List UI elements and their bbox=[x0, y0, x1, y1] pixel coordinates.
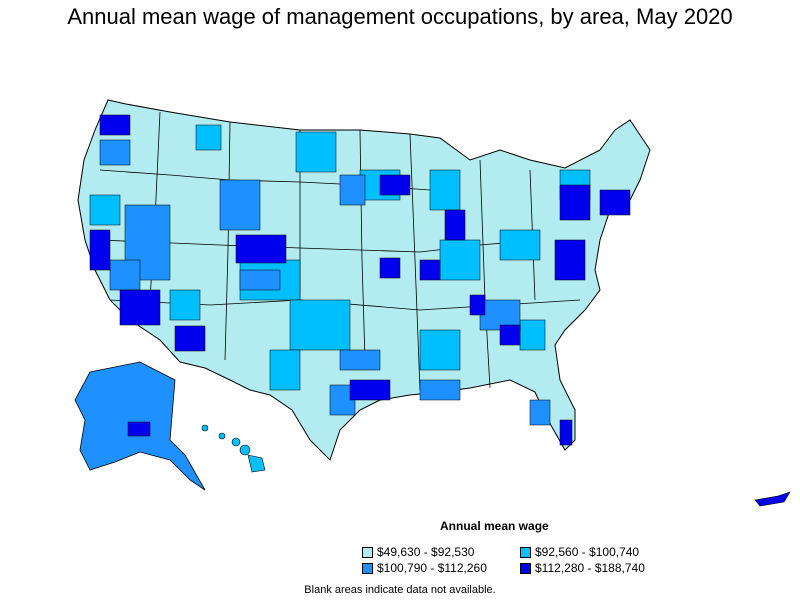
legend-title: Annual mean wage bbox=[440, 519, 549, 533]
puerto-rico bbox=[754, 491, 791, 507]
hawaii bbox=[201, 424, 266, 473]
alaska-anchorage-region bbox=[127, 421, 151, 437]
legend-swatch-tier3 bbox=[362, 562, 373, 574]
legend-item-tier4: $112,280 - $188,740 bbox=[520, 561, 645, 575]
footnote: Blank areas indicate data not available. bbox=[304, 584, 496, 596]
legend-item-tier2: $92,560 - $100,740 bbox=[520, 545, 639, 559]
legend-swatch-tier2 bbox=[520, 546, 531, 558]
legend-item-tier1: $49,630 - $92,530 bbox=[362, 545, 474, 559]
tier4-regions bbox=[89, 114, 631, 446]
page-title: Annual mean wage of management occupatio… bbox=[67, 4, 733, 29]
legend-label-tier1: $49,630 - $92,530 bbox=[377, 545, 475, 559]
legend-label-tier4: $112,280 - $188,740 bbox=[535, 561, 645, 575]
legend-label-tier3: $100,790 - $112,260 bbox=[377, 561, 487, 575]
legend-item-tier3: $100,790 - $112,260 bbox=[362, 561, 487, 575]
legend-swatch-tier1 bbox=[362, 546, 373, 558]
legend-label-tier2: $92,560 - $100,740 bbox=[535, 545, 640, 559]
legend-swatch-tier4 bbox=[520, 562, 531, 574]
